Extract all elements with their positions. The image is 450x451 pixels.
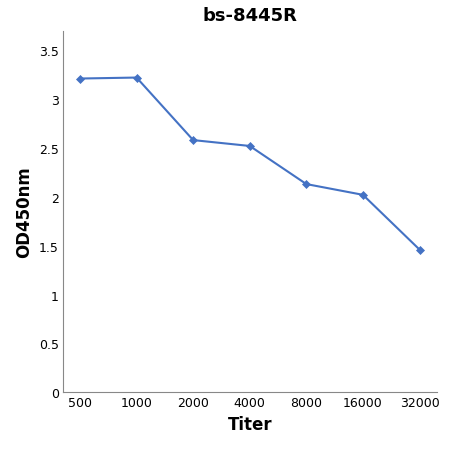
Y-axis label: OD450nm: OD450nm [15,166,33,258]
X-axis label: Titer: Titer [227,415,272,433]
Title: bs-8445R: bs-8445R [202,6,297,24]
